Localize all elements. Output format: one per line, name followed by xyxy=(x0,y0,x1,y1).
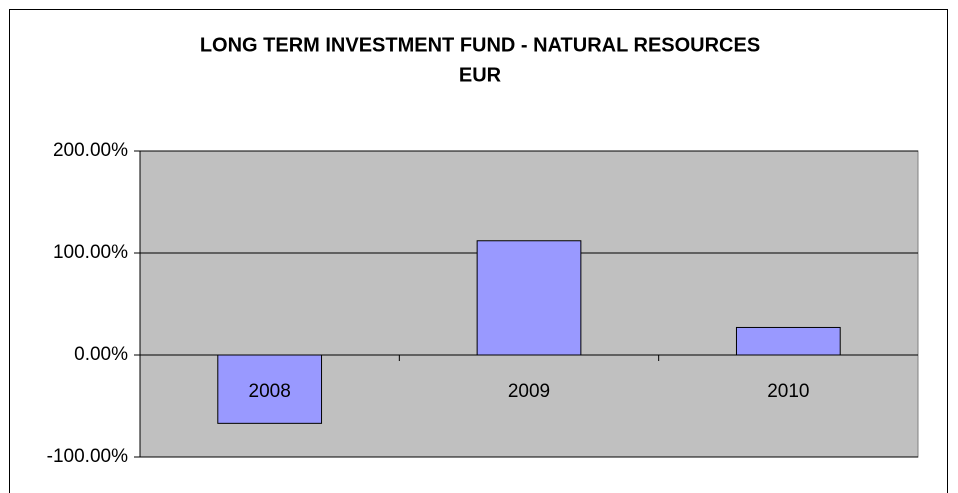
y-tick-label: 0.00% xyxy=(74,344,128,365)
y-tick-label: 100.00% xyxy=(53,242,128,263)
chart-subtitle: EUR xyxy=(459,64,502,86)
bar xyxy=(476,240,582,356)
y-tick-label: 200.00% xyxy=(53,140,128,161)
x-tick-label: 2009 xyxy=(508,381,550,402)
x-tick-label: 2008 xyxy=(249,381,291,402)
bar xyxy=(735,326,841,356)
bar xyxy=(217,354,323,424)
x-tick-label: 2010 xyxy=(767,381,809,402)
chart-title: LONG TERM INVESTMENT FUND - NATURAL RESO… xyxy=(200,34,760,56)
y-tick-label: -100.00% xyxy=(47,446,128,467)
